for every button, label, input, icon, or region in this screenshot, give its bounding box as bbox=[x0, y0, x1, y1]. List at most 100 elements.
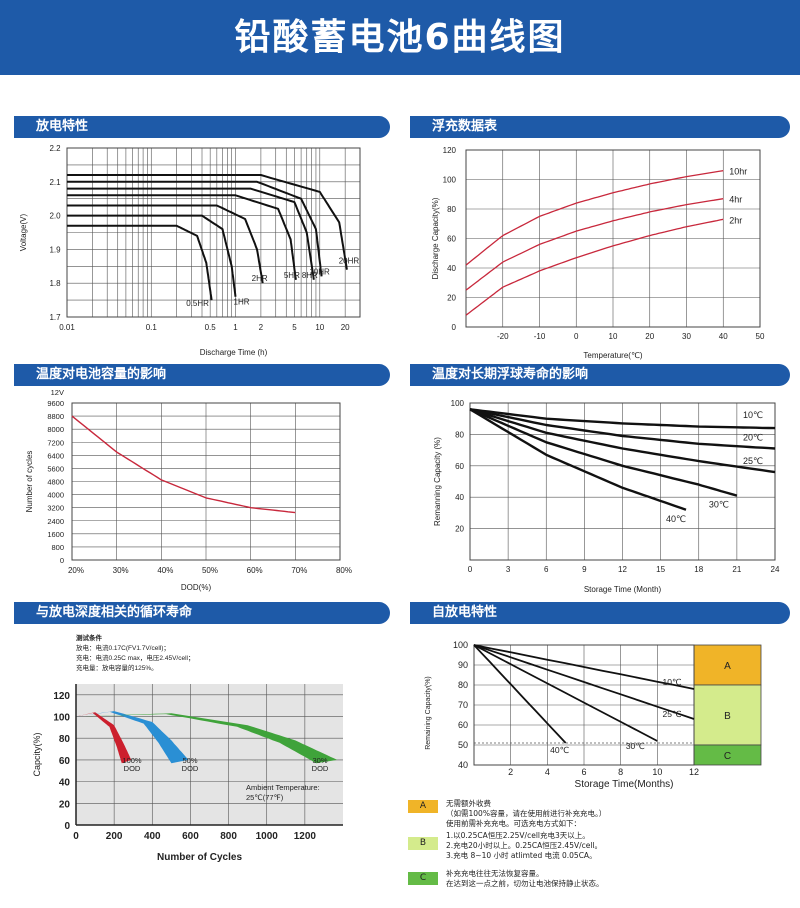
float-y-tick-label: 60 bbox=[447, 235, 456, 244]
cycle-series-label: 50% bbox=[182, 756, 197, 765]
cycle-series-label: 100% bbox=[122, 756, 142, 765]
temp-life-curve-label: 30℃ bbox=[709, 500, 729, 510]
discharge-curve-label: 5HR bbox=[284, 271, 300, 280]
cycle-area-2 bbox=[76, 711, 189, 764]
float-x-tick-label: 40 bbox=[719, 332, 728, 341]
temp-capacity-x-tick-label: 40% bbox=[157, 566, 173, 575]
temp-life-x-axis-label: Storage Time (Month) bbox=[584, 585, 662, 594]
legend-a-line: 使用前需补充充电。可选充电方式如下： bbox=[446, 819, 581, 828]
section-title-self-discharge: 自放电特性 bbox=[432, 605, 498, 620]
self-discharge-curve-40℃ bbox=[473, 644, 567, 744]
legend-text-c: 补充充电往往无法恢复容量。 在达到这一点之前，切勿让电池保持静止状态。 bbox=[446, 869, 604, 889]
temp-capacity-y-axis-label: Number of cycles bbox=[25, 451, 34, 513]
temp-life-curve-label: 20℃ bbox=[743, 433, 763, 443]
temp-life-curve-30℃ bbox=[469, 408, 738, 497]
cycle-x-tick-label: 400 bbox=[144, 831, 161, 842]
section-title-float: 浮充数据表 bbox=[432, 119, 498, 134]
float-curve-label: 4hr bbox=[729, 195, 742, 205]
section-title-temp-capacity: 温度对电池容量的影响 bbox=[36, 367, 167, 382]
section-header-temp-life: 温度对长期浮球寿命的影响 bbox=[410, 364, 790, 386]
temp-life-x-tick-label: 24 bbox=[771, 565, 780, 574]
discharge-y-tick-label: 1.7 bbox=[49, 313, 61, 322]
temp-capacity-x-tick-label: 30% bbox=[113, 566, 129, 575]
self-discharge-x-tick-label: 12 bbox=[689, 767, 699, 777]
discharge-x-tick-label: 5 bbox=[292, 323, 297, 332]
float-x-tick-label: -20 bbox=[497, 332, 509, 341]
discharge-curve-label: 8HR bbox=[302, 271, 318, 280]
discharge-x-tick-label: 1 bbox=[233, 323, 238, 332]
discharge-x-tick-label: 10 bbox=[315, 323, 324, 332]
temp-life-curve-40℃ bbox=[469, 408, 687, 511]
float-x-axis-label: Temperature(℃) bbox=[583, 351, 643, 360]
cycle-area-3 bbox=[76, 713, 338, 764]
discharge-x-tick-label: 0.5 bbox=[205, 323, 217, 332]
discharge-curve-label: 20HR bbox=[339, 257, 360, 266]
cycle-series-label: DOD bbox=[124, 764, 141, 773]
self-discharge-y-tick-label: 40 bbox=[458, 760, 468, 770]
temp-capacity-y-tick-label: 5600 bbox=[47, 464, 64, 473]
temp-capacity-y-tick-label: 3200 bbox=[47, 504, 64, 513]
temp-capacity-y-tick-label: 6400 bbox=[47, 451, 64, 460]
cycle-area-1 bbox=[76, 712, 132, 764]
temp-capacity-y-tick-label: 800 bbox=[51, 543, 64, 552]
float-frame bbox=[465, 149, 761, 328]
cycle-y-tick-label: 20 bbox=[59, 799, 71, 810]
discharge-x-tick-label: 0.01 bbox=[59, 323, 75, 332]
discharge-curve-5hr bbox=[67, 194, 297, 280]
float-curve-label: 10hr bbox=[729, 167, 747, 177]
legend-a-line: 无需额外收费 bbox=[446, 799, 491, 808]
self-discharge-x-tick-label: 2 bbox=[508, 767, 513, 777]
legend-key-a: A bbox=[408, 800, 438, 813]
discharge-curve-label: 10HR bbox=[309, 267, 330, 276]
self-discharge-curve-label: 10℃ bbox=[662, 677, 681, 687]
float-curve-4hr bbox=[465, 198, 724, 291]
zone-b-label: B bbox=[724, 711, 731, 722]
temp-life-curve-label: 25℃ bbox=[743, 456, 763, 466]
legend-text-b: 1.以0.25CA恒压2.25V/cell充电3天以上。 2.充电20小时以上。… bbox=[446, 831, 602, 861]
cycle-condition-line: 充电量：放电容量的125%。 bbox=[76, 663, 158, 672]
discharge-curve-10hr bbox=[67, 180, 323, 277]
self-discharge-x-tick-label: 6 bbox=[581, 767, 586, 777]
float-y-tick-label: 0 bbox=[452, 323, 457, 332]
self-discharge-frame bbox=[473, 644, 695, 766]
temp-life-y-tick-label: 60 bbox=[455, 462, 464, 471]
temp-capacity-y-tick-label: 1600 bbox=[47, 530, 64, 539]
cycle-y-tick-label: 40 bbox=[59, 778, 71, 789]
section-header-discharge: 放电特性 bbox=[14, 116, 390, 138]
page-title: 铅酸蓄电池6曲线图 bbox=[234, 17, 566, 58]
temp-life-curve-10℃ bbox=[469, 408, 776, 430]
temp-life-curve-label: 40℃ bbox=[666, 514, 686, 524]
cycle-series-label: DOD bbox=[182, 764, 199, 773]
legend-key-b: B bbox=[408, 837, 438, 850]
self-discharge-y-tick-label: 80 bbox=[458, 680, 468, 690]
float-y-tick-label: 100 bbox=[443, 176, 457, 185]
temp-life-x-tick-label: 18 bbox=[694, 565, 703, 574]
temp-capacity-y-tick-label: 0 bbox=[60, 556, 64, 565]
cycle-y-tick-label: 0 bbox=[64, 821, 70, 832]
temp-life-y-tick-label: 100 bbox=[451, 399, 465, 408]
self-discharge-x-tick-label: 8 bbox=[618, 767, 623, 777]
self-discharge-x-axis-label: Storage Time(Months) bbox=[575, 779, 674, 790]
legend-c-line: 补充充电往往无法恢复容量。 bbox=[446, 869, 544, 878]
temp-life-x-tick-label: 12 bbox=[618, 565, 627, 574]
self-discharge-curve-30℃ bbox=[473, 644, 658, 742]
cycle-x-axis-label: Number of Cycles bbox=[157, 852, 242, 863]
cycle-condition-line: 测试条件 bbox=[76, 633, 103, 642]
float-y-axis-label: Discharge Capacity(%) bbox=[431, 197, 440, 279]
discharge-x-axis-label: Discharge Time (h) bbox=[200, 348, 268, 357]
section-header-float: 浮充数据表 bbox=[410, 116, 790, 138]
cycle-y-axis-label: Capcity(%) bbox=[32, 732, 42, 776]
discharge-curve-label: 2HR bbox=[252, 274, 268, 283]
title-banner: 铅酸蓄电池6曲线图 bbox=[0, 0, 800, 75]
temp-life-y-tick-label: 80 bbox=[455, 430, 464, 439]
temp-capacity-y-tick-label: 7200 bbox=[47, 438, 64, 447]
temp-capacity-x-axis-label: DOD(%) bbox=[181, 583, 212, 592]
self-discharge-y-tick-label: 100 bbox=[453, 640, 468, 650]
temp-capacity-frame bbox=[71, 402, 341, 561]
discharge-curve-20hr bbox=[67, 174, 348, 270]
legend-key-c: C bbox=[408, 872, 438, 885]
temp-life-x-tick-label: 21 bbox=[732, 565, 741, 574]
discharge-y-tick-label: 2.2 bbox=[49, 144, 61, 153]
self-discharge-x-tick-label: 10 bbox=[652, 767, 662, 777]
